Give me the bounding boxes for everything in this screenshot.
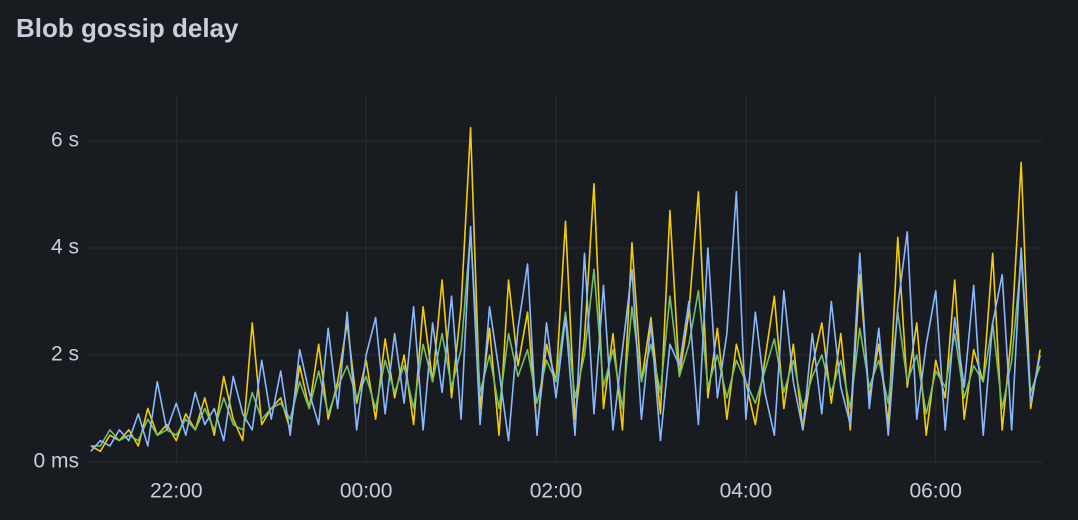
- x-tick-label: 22:00: [150, 480, 203, 503]
- x-tick-label: 06:00: [909, 480, 962, 503]
- x-tick-label: 02:00: [530, 480, 583, 503]
- y-tick-label: 6 s: [51, 129, 79, 152]
- y-tick-label: 2 s: [51, 343, 79, 366]
- x-tick-label: 00:00: [340, 480, 393, 503]
- y-tick-label: 4 s: [51, 236, 79, 259]
- y-tick-label: 0 ms: [33, 450, 79, 473]
- x-tick-label: 04:00: [720, 480, 773, 503]
- series-line: [90, 191, 1041, 452]
- chart-title: Blob gossip delay: [16, 13, 239, 43]
- series-line: [90, 231, 1041, 447]
